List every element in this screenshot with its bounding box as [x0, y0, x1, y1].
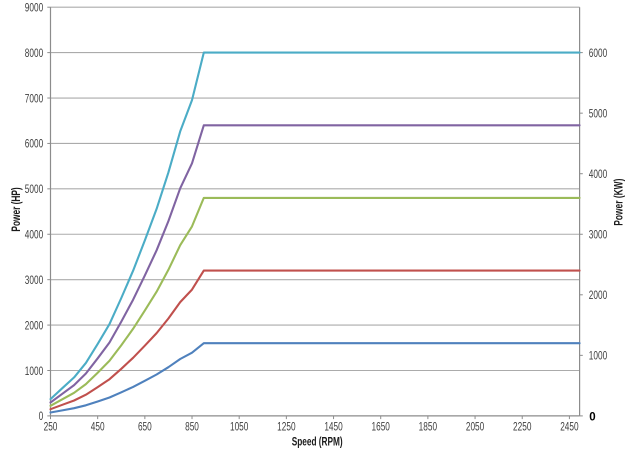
svg-text:9000: 9000	[25, 1, 44, 15]
svg-text:3000: 3000	[25, 273, 44, 287]
svg-text:5000: 5000	[589, 106, 608, 120]
svg-text:0: 0	[589, 411, 595, 423]
svg-text:2450: 2450	[560, 420, 579, 434]
svg-text:1850: 1850	[419, 420, 438, 434]
svg-text:4000: 4000	[589, 167, 608, 181]
svg-text:450: 450	[91, 420, 105, 434]
svg-text:2250: 2250	[513, 420, 532, 434]
svg-text:1450: 1450	[324, 420, 343, 434]
svg-text:1650: 1650	[372, 420, 391, 434]
svg-text:Speed (RPM): Speed (RPM)	[292, 435, 343, 449]
svg-text:5000: 5000	[25, 182, 44, 196]
svg-text:2000: 2000	[589, 288, 608, 302]
svg-text:1000: 1000	[25, 364, 44, 378]
svg-text:Power (KW): Power (KW)	[612, 179, 626, 226]
svg-text:6000: 6000	[589, 46, 608, 60]
svg-text:850: 850	[185, 420, 199, 434]
svg-text:1000: 1000	[589, 349, 608, 363]
svg-text:650: 650	[138, 420, 152, 434]
svg-text:8000: 8000	[25, 46, 44, 60]
svg-text:2000: 2000	[25, 318, 44, 332]
svg-text:7000: 7000	[25, 91, 44, 105]
svg-text:3000: 3000	[589, 228, 608, 242]
svg-text:6000: 6000	[25, 137, 44, 151]
svg-text:Power (HP): Power (HP)	[9, 187, 23, 231]
svg-text:4000: 4000	[25, 228, 44, 242]
svg-text:2050: 2050	[466, 420, 485, 434]
svg-text:1050: 1050	[230, 420, 249, 434]
svg-text:250: 250	[44, 420, 58, 434]
svg-text:1250: 1250	[277, 420, 296, 434]
svg-text:0: 0	[39, 409, 44, 423]
